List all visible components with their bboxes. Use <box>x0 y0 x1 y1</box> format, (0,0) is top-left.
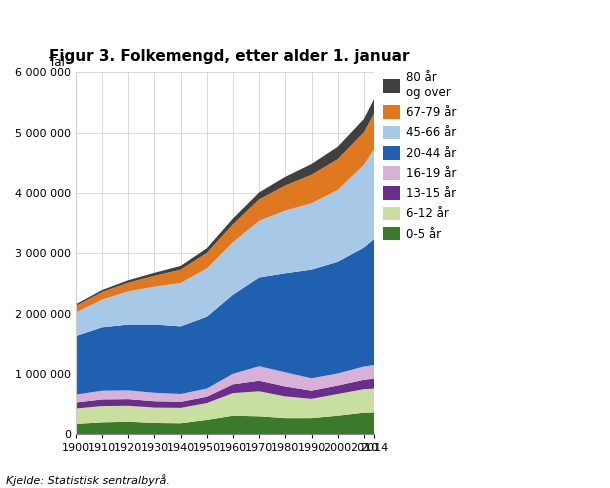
Text: Kjelde: Statistisk sentralbyrå.: Kjelde: Statistisk sentralbyrå. <box>6 474 170 486</box>
Text: Figur 3. Folkemengd, etter alder 1. januar: Figur 3. Folkemengd, etter alder 1. janu… <box>49 49 410 64</box>
Legend: 80 år
og over, 67-79 år, 45-66 år, 20-44 år, 16-19 år, 13-15 år, 6-12 år, 0-5 år: 80 år og over, 67-79 år, 45-66 år, 20-44… <box>383 71 456 241</box>
Text: Tal: Tal <box>49 56 65 69</box>
